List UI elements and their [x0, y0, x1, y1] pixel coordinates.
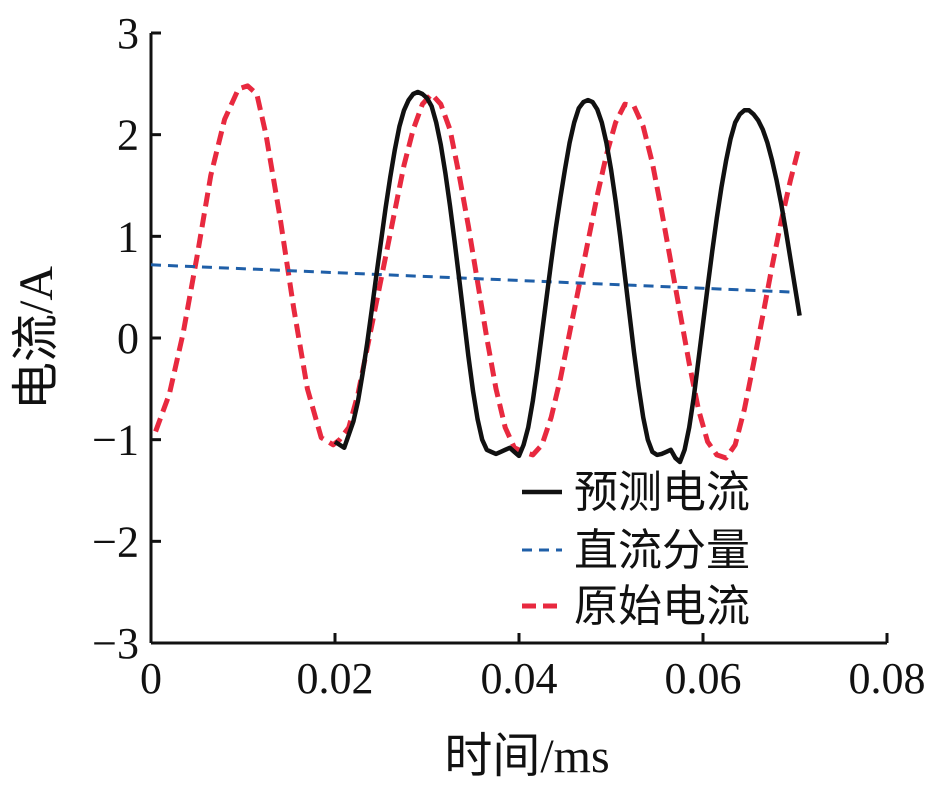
series-layer — [150, 83, 803, 465]
y-tick-label: −2 — [92, 517, 139, 566]
y-tick-label: 1 — [117, 212, 139, 261]
legend-label: 原始电流 — [574, 581, 750, 632]
y-tick-label: −3 — [92, 619, 139, 668]
y-axis-title: 电流/A — [10, 266, 63, 410]
x-tick-label: 0.06 — [665, 654, 742, 703]
legend-label: 预测电流 — [574, 467, 750, 518]
y-tick-label: 2 — [117, 111, 139, 160]
legend-label: 直流分量 — [574, 525, 750, 576]
series-line-2 — [153, 83, 803, 461]
y-tick-label: −1 — [92, 416, 139, 465]
x-tick-label: 0 — [140, 654, 162, 703]
y-tick-label: 0 — [117, 314, 139, 363]
x-tick-label: 0.08 — [849, 654, 926, 703]
x-tick-label: 0.04 — [481, 654, 558, 703]
series-line-0 — [333, 89, 802, 465]
x-axis-title: 时间/ms — [444, 730, 609, 783]
series-line-1 — [150, 263, 796, 294]
x-tick-label: 0.02 — [297, 654, 374, 703]
y-axis: −3 −2 −1 0 1 2 3 — [92, 9, 161, 668]
x-axis: 0 0.02 0.04 0.06 0.08 — [140, 633, 926, 703]
y-tick-label: 3 — [117, 9, 139, 58]
